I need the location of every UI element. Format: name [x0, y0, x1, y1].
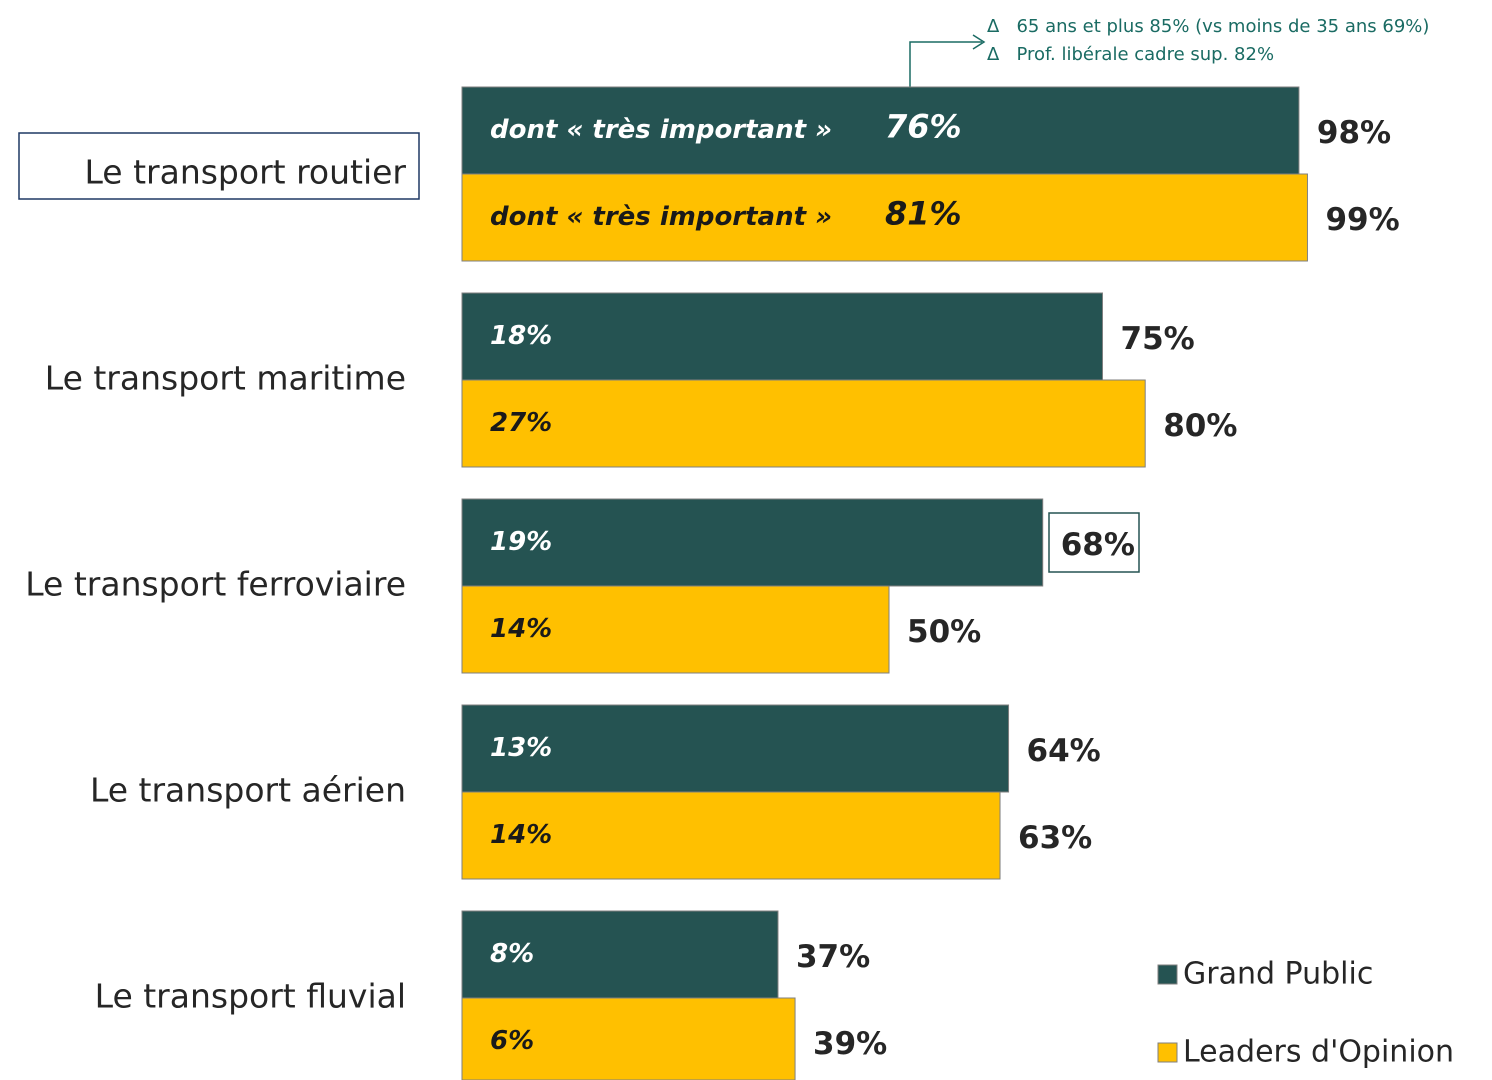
sub-label: dont « très important »: [490, 115, 832, 145]
bar: [461, 379, 1146, 468]
category-label: Le transport routier: [85, 153, 407, 192]
sub-value-label: 18%: [490, 321, 552, 351]
legend-swatch: [1157, 1042, 1178, 1063]
category-label: Le transport aérien: [90, 771, 406, 810]
legend-swatch: [1157, 964, 1178, 985]
annotation: Δ Prof. libérale cadre sup. 82%: [987, 44, 1274, 65]
sub-value-label: 19%: [490, 527, 552, 557]
category-highlight-box: [18, 132, 420, 200]
bar: [461, 997, 796, 1080]
sub-value-label: 13%: [490, 733, 552, 763]
value-label: 64%: [1027, 733, 1101, 769]
value-label: 75%: [1121, 321, 1195, 357]
annotation-arrowhead: [972, 34, 986, 50]
sub-value-label: 14%: [490, 820, 552, 850]
legend-label: Leaders d'Opinion: [1183, 1035, 1454, 1070]
bar: [461, 86, 1300, 175]
sub-value-label: 76%: [885, 108, 962, 146]
annotation: Δ 65 ans et plus 85% (vs moins de 35 ans…: [987, 16, 1429, 37]
bar: [461, 910, 779, 999]
value-label: 63%: [1018, 820, 1092, 856]
category-label: Le transport fluvial: [95, 977, 406, 1016]
value-label: 39%: [813, 1026, 887, 1062]
bar: [461, 173, 1308, 262]
value-label: 37%: [796, 939, 870, 975]
sub-value-label: 6%: [490, 1026, 534, 1056]
bar: [461, 585, 890, 674]
value-label: 80%: [1163, 408, 1237, 444]
sub-value-label: 14%: [490, 614, 552, 644]
value-label: 68%: [1061, 527, 1135, 563]
category-label: Le transport ferroviaire: [25, 565, 406, 604]
bar: [461, 292, 1103, 381]
value-label: 99%: [1325, 202, 1399, 238]
legend-label: Grand Public: [1183, 957, 1373, 992]
value-highlight-box: [1048, 512, 1140, 573]
sub-value-label: 27%: [490, 408, 552, 438]
bar: [461, 791, 1001, 880]
sub-label: dont « très important »: [490, 202, 832, 232]
sub-value-label: 81%: [885, 195, 962, 233]
value-label: 98%: [1317, 115, 1391, 151]
value-label: 50%: [907, 614, 981, 650]
sub-value-label: 8%: [490, 939, 534, 969]
category-label: Le transport maritime: [45, 359, 406, 398]
